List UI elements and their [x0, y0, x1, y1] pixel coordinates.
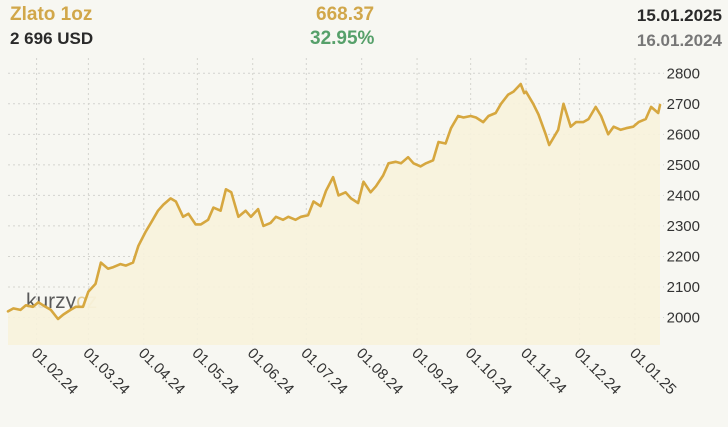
price-line	[6, 82, 662, 321]
y-tick-label: 2400	[667, 187, 700, 204]
y-tick-label: 2000	[667, 310, 700, 327]
y-axis-ticks: 2000 2100 2200 2300 2400 2500 2600 2700 2800	[667, 65, 700, 326]
x-tick-label: 01.06.24	[244, 345, 297, 398]
y-tick-label: 2300	[667, 218, 700, 235]
x-tick-label: 01.05.24	[189, 345, 242, 398]
x-tick-label: 01.04.24	[135, 345, 188, 398]
x-tick-label: 01.09.24	[408, 345, 461, 398]
x-tick-label: 01.01.25	[626, 345, 679, 398]
y-tick-label: 2200	[667, 248, 700, 265]
percent-change: 32.95%	[310, 28, 375, 49]
y-tick-label: 2700	[667, 96, 700, 113]
x-tick-label: 01.07.24	[297, 345, 350, 398]
x-tick-label: 01.11.24	[517, 345, 570, 398]
current-price: 2 696 USD	[10, 29, 94, 48]
y-tick-label: 2600	[667, 126, 700, 143]
asset-title: Zlato 1oz	[10, 4, 93, 25]
y-tick-label: 2800	[667, 65, 700, 82]
y-tick-label: 2100	[667, 279, 700, 296]
x-tick-label: 01.02.24	[28, 345, 81, 398]
start-date: 16.01.2024	[636, 31, 722, 50]
absolute-change: 668.37	[316, 4, 375, 25]
price-area-fill	[8, 84, 660, 345]
end-date: 15.01.2025	[636, 6, 722, 25]
x-tick-label: 01.10.24	[462, 345, 515, 398]
y-tick-label: 2500	[667, 157, 700, 174]
x-tick-label: 01.08.24	[353, 345, 406, 398]
x-tick-label: 01.03.24	[80, 345, 133, 398]
x-tick-label: 01.12.24	[571, 345, 624, 398]
